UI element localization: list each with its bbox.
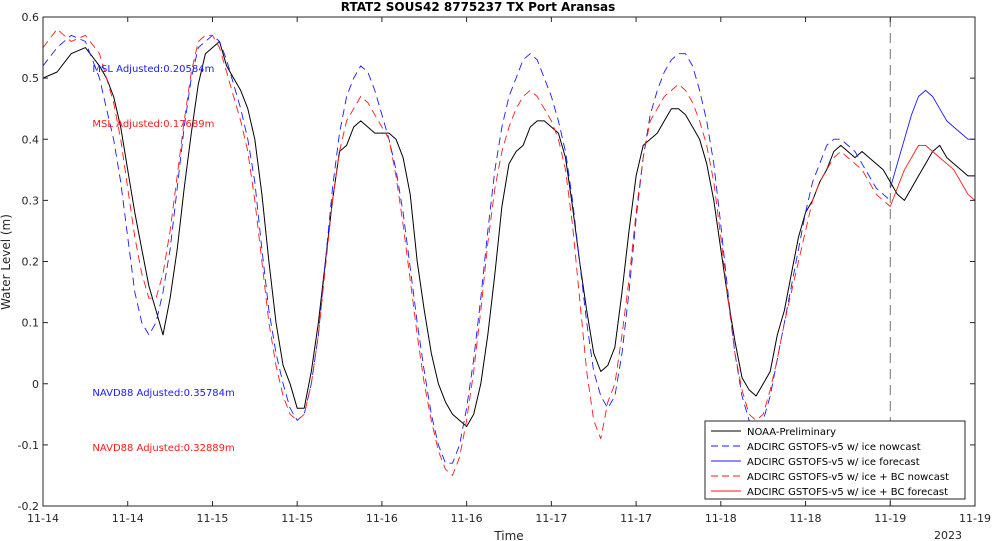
legend: NOAA-Preliminary ADCIRC GSTOFS-v5 w/ ice … bbox=[704, 420, 966, 500]
y-tick-label: 0.5 bbox=[22, 72, 40, 85]
legend-label: ADCIRC GSTOFS-v5 w/ ice nowcast bbox=[747, 442, 921, 453]
y-tick-label: 0.4 bbox=[22, 133, 40, 146]
y-tick-label: -0.1 bbox=[18, 439, 39, 452]
y-axis-label: Water Level (m) bbox=[0, 214, 13, 310]
y-tick-label: 0 bbox=[32, 378, 39, 391]
x-tick-label: 11-19 bbox=[874, 512, 906, 525]
adjustment-annotation: NAVD88 Adjusted:0.32889m bbox=[92, 443, 234, 454]
adjustment-annotation: MSL Adjusted:0.17689m bbox=[92, 119, 214, 130]
series-line-2 bbox=[43, 34, 891, 464]
x-axis-label: Time bbox=[493, 529, 523, 541]
x-tick-label: 11-15 bbox=[281, 512, 313, 525]
x-tick-label: 11-14 bbox=[112, 512, 144, 525]
legend-label: ADCIRC GSTOFS-v5 w/ ice + BC forecast bbox=[747, 487, 948, 498]
y-tick-label: 0.1 bbox=[22, 317, 40, 330]
adjustment-annotation: MSL Adjusted:0.20584m bbox=[92, 64, 214, 75]
annotation-layer: MSL Adjusted:0.20584m MSL Adjusted:0.1768… bbox=[92, 64, 234, 454]
y-tick-label: -0.2 bbox=[18, 500, 39, 513]
x-tick-label: 11-18 bbox=[790, 512, 822, 525]
legend-label: NOAA-Preliminary bbox=[747, 427, 836, 438]
y-tick-label: 0.3 bbox=[22, 194, 40, 207]
x-tick-label: 11-17 bbox=[535, 512, 567, 525]
y-tick-label: 0.6 bbox=[22, 11, 40, 24]
x-tick-label: 11-16 bbox=[451, 512, 483, 525]
legend-label: ADCIRC GSTOFS-v5 w/ ice + BC nowcast bbox=[747, 472, 949, 483]
legend-label: ADCIRC GSTOFS-v5 w/ ice forecast bbox=[747, 457, 920, 468]
x-tick-label: 11-17 bbox=[620, 512, 652, 525]
adjustment-annotation: NAVD88 Adjusted:0.35784m bbox=[92, 388, 234, 399]
series-line-4 bbox=[43, 28, 891, 476]
x-tick-label: 11-19 bbox=[959, 512, 991, 525]
x-tick-label: 11-14 bbox=[27, 512, 59, 525]
series-line-3 bbox=[889, 89, 975, 189]
x-tick-label: 11-18 bbox=[705, 512, 737, 525]
year-label: 2023 bbox=[934, 529, 962, 541]
chart-title: RTAT2 SOUS42 8775237 TX Port Aransas bbox=[341, 0, 615, 14]
series-layer bbox=[43, 28, 975, 476]
x-tick-label: 11-15 bbox=[196, 512, 228, 525]
legend-box bbox=[704, 420, 966, 500]
x-tick-label: 11-16 bbox=[366, 512, 398, 525]
tick-layer: -0.2 -0.1 0 0.1 0.2 0.3 0.4 0.5 0.6 11-14 11-14 11-… bbox=[18, 11, 991, 525]
y-tick-label: 0.2 bbox=[22, 256, 40, 269]
series-line-5 bbox=[889, 144, 975, 207]
